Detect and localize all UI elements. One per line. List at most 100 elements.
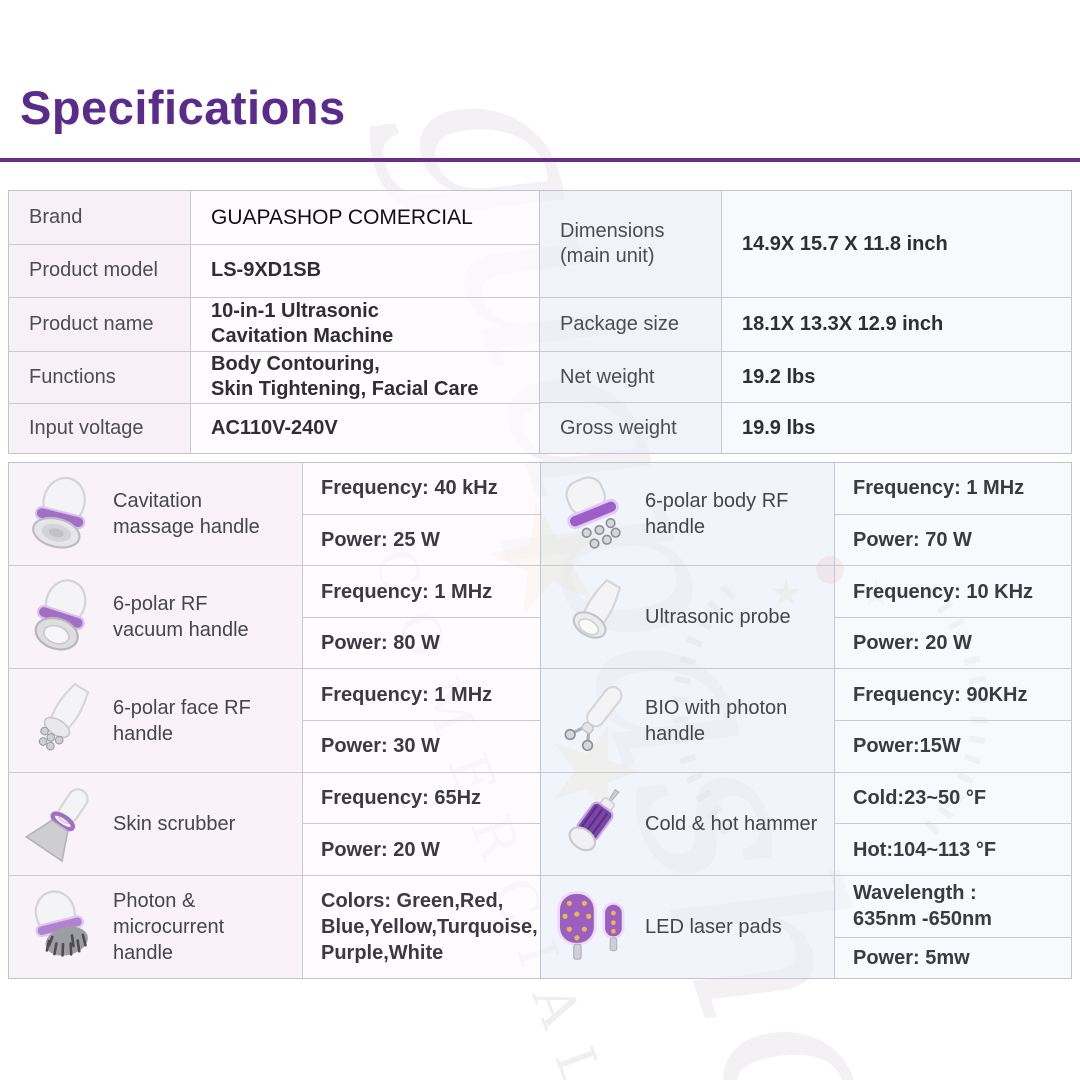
handle-name-cell: BIO with photon handle	[541, 669, 835, 772]
handle-name: 6-polar body RF handle	[645, 490, 789, 539]
table-row: 6-polar RF vacuum handle Frequency: 1 MH…	[9, 565, 540, 669]
handle-name-cell: Photon & microcurrent handle	[9, 875, 303, 979]
functions-value: Body Contouring, Skin Tightening, Facial…	[191, 351, 539, 403]
handle-name-cell: 6-polar RF vacuum handle	[9, 566, 303, 669]
table-row: BIO with photon handle Frequency: 90KHz …	[541, 668, 1071, 772]
six-polar-rf-vacuum-handle-icon	[9, 574, 113, 660]
table-row: Ultrasonic probe Frequency: 10 KHz Power…	[541, 565, 1071, 669]
handle-spec-cell: Frequency: 40 kHz Power: 25 W	[303, 463, 540, 566]
table-row: Net weight 19.2 lbs	[540, 350, 1071, 403]
product-info-left-column: Brand GUAPASHOP COMERCIAL Product model …	[9, 191, 540, 453]
power-value: Power: 20 W	[303, 823, 540, 875]
handles-left-column: Cavitation massage handle Frequency: 40 …	[8, 462, 540, 979]
handle-spec-cell: Frequency: 1 MHz Power: 80 W	[303, 566, 540, 669]
table-row: Product model LS-9XD1SB	[9, 244, 539, 297]
table-row: Input voltage AC110V-240V	[9, 402, 539, 453]
power-value: Power: 80 W	[303, 616, 540, 669]
handle-name: Skin scrubber	[113, 812, 236, 835]
cold-range-value: Cold:23~50 °F	[853, 786, 987, 809]
handle-spec-cell: Frequency: 10 KHz Power: 20 W	[835, 566, 1071, 669]
product-info-table: Brand GUAPASHOP COMERCIAL Product model …	[8, 190, 1072, 454]
handles-right-column: 6-polar body RF handle Frequency: 1 MHz …	[540, 462, 1072, 979]
dimensions-value: 14.9X 15.7 X 11.8 inch	[722, 191, 1071, 298]
gross-weight-label: Gross weight	[540, 403, 722, 453]
handle-name: Cavitation massage handle	[113, 490, 260, 539]
cold-hot-hammer-icon	[541, 781, 645, 867]
handle-name: LED laser pads	[645, 915, 782, 938]
frequency-value: Frequency: 90KHz	[853, 683, 1028, 706]
product-model-label: Product model	[9, 245, 191, 297]
power-value: Power: 5mw	[835, 936, 1071, 978]
table-row: Gross weight 19.9 lbs	[540, 402, 1071, 453]
skin-scrubber-icon	[9, 781, 113, 867]
table-row: Cold & hot hammer Cold:23~50 °F Hot:104~…	[541, 771, 1071, 875]
handle-name-cell: Cavitation massage handle	[9, 463, 303, 566]
six-polar-body-rf-handle-icon	[541, 471, 645, 557]
table-row: LED laser pads Wavelength : 635nm -650nm…	[541, 874, 1071, 979]
table-row: 6-polar body RF handle Frequency: 1 MHz …	[541, 463, 1071, 566]
bio-photon-handle-icon	[541, 678, 645, 764]
power-value: Power:15W	[835, 720, 1071, 772]
table-row: Photon & microcurrent handle Colors: Gre…	[9, 874, 540, 979]
handle-spec-cell: Cold:23~50 °F Hot:104~113 °F	[835, 772, 1071, 875]
photon-microcurrent-handle-icon	[9, 884, 113, 970]
table-row: Cavitation massage handle Frequency: 40 …	[9, 463, 540, 566]
net-weight-value: 19.2 lbs	[722, 351, 1071, 403]
brand-value: GUAPASHOP COMERCIAL	[191, 191, 539, 245]
handle-name: Photon & microcurrent handle	[113, 889, 225, 964]
power-value: Power: 20 W	[835, 616, 1071, 669]
handles-spec-table: Cavitation massage handle Frequency: 40 …	[8, 462, 1072, 979]
package-size-label: Package size	[540, 298, 722, 351]
package-size-value: 18.1X 13.3X 12.9 inch	[722, 298, 1071, 351]
handle-name-cell: LED laser pads	[541, 875, 835, 979]
frequency-value: Frequency: 65Hz	[321, 786, 482, 809]
frequency-value: Frequency: 40 kHz	[321, 477, 498, 500]
handle-name: 6-polar face RF handle	[113, 696, 251, 745]
title-underline	[0, 158, 1080, 162]
handle-spec-cell: Colors: Green,Red, Blue,Yellow,Turquoise…	[303, 875, 540, 979]
functions-label: Functions	[9, 351, 191, 403]
handle-spec-cell: Frequency: 1 MHz Power: 30 W	[303, 669, 540, 772]
power-value: Power: 25 W	[303, 513, 540, 566]
table-row: Functions Body Contouring, Skin Tighteni…	[9, 350, 539, 403]
frequency-value: Frequency: 1 MHz	[853, 477, 1025, 500]
input-voltage-label: Input voltage	[9, 403, 191, 453]
hot-range-value: Hot:104~113 °F	[835, 823, 1071, 875]
handle-name-cell: Cold & hot hammer	[541, 772, 835, 875]
input-voltage-value: AC110V-240V	[191, 403, 539, 453]
handle-spec-cell: Frequency: 90KHz Power:15W	[835, 669, 1071, 772]
product-name-value: 10-in-1 Ultrasonic Cavitation Machine	[191, 297, 539, 351]
gross-weight-value: 19.9 lbs	[722, 403, 1071, 453]
product-model-value: LS-9XD1SB	[191, 245, 539, 297]
table-row: Brand GUAPASHOP COMERCIAL	[9, 191, 539, 245]
handle-spec-cell: Wavelength : 635nm -650nm Power: 5mw	[835, 875, 1071, 979]
power-value: Power: 30 W	[303, 720, 540, 772]
wavelength-value: Wavelength : 635nm -650nm	[853, 882, 992, 931]
handle-name: Ultrasonic probe	[645, 606, 791, 629]
colors-value: Colors: Green,Red, Blue,Yellow,Turquoise…	[321, 889, 538, 964]
ultrasonic-probe-icon	[541, 574, 645, 660]
brand-label: Brand	[9, 191, 191, 245]
led-laser-pads-icon	[541, 884, 645, 970]
handle-spec-cell: Frequency: 1 MHz Power: 70 W	[835, 463, 1071, 566]
handle-name: BIO with photon handle	[645, 696, 788, 745]
product-name-label: Product name	[9, 297, 191, 351]
table-row: Dimensions (main unit) 14.9X 15.7 X 11.8…	[540, 191, 1071, 298]
table-row: Product name 10-in-1 Ultrasonic Cavitati…	[9, 296, 539, 351]
table-row: 6-polar face RF handle Frequency: 1 MHz …	[9, 668, 540, 772]
cavitation-massage-handle-icon	[9, 471, 113, 557]
handle-name-cell: 6-polar face RF handle	[9, 669, 303, 772]
six-polar-face-rf-handle-icon	[9, 678, 113, 764]
handle-name: 6-polar RF vacuum handle	[113, 593, 249, 642]
frequency-value: Frequency: 1 MHz	[321, 580, 493, 603]
handle-name: Cold & hot hammer	[645, 812, 818, 835]
net-weight-label: Net weight	[540, 351, 722, 403]
power-value: Power: 70 W	[835, 513, 1071, 566]
product-info-right-column: Dimensions (main unit) 14.9X 15.7 X 11.8…	[540, 191, 1071, 453]
handle-name-cell: Skin scrubber	[9, 772, 303, 875]
handle-name-cell: 6-polar body RF handle	[541, 463, 835, 566]
page-title: Specifications	[20, 81, 346, 134]
handle-spec-cell: Frequency: 65Hz Power: 20 W	[303, 772, 540, 875]
frequency-value: Frequency: 10 KHz	[853, 580, 1034, 603]
